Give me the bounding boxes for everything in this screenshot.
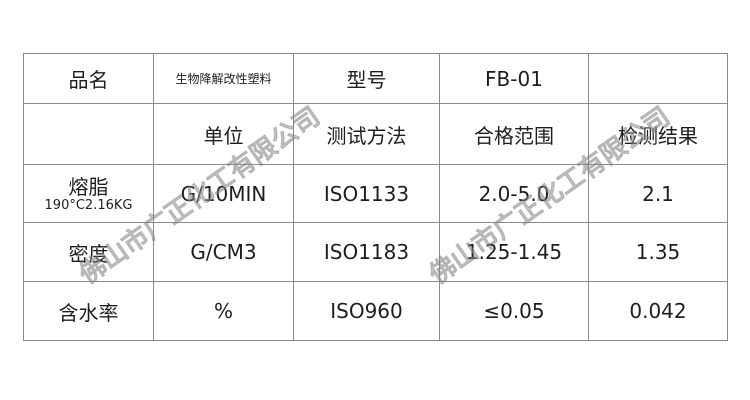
range-cell: 1.25-1.45 bbox=[439, 222, 589, 282]
range-cell: ≤0.05 bbox=[439, 281, 589, 341]
table-row: 密度 G/CM3 ISO1183 1.25-1.45 1.35 bbox=[23, 222, 728, 282]
model-label: 型号 bbox=[293, 53, 440, 104]
product-name-value: 生物降解改性塑料 bbox=[153, 53, 294, 104]
property-condition: 190°C2.16KG bbox=[44, 197, 133, 213]
method-cell: ISO960 bbox=[293, 281, 440, 341]
table-header-row: 单位 测试方法 合格范围 检测结果 bbox=[23, 103, 728, 165]
unit-cell: G/CM3 bbox=[153, 222, 294, 282]
unit-cell: G/10MIN bbox=[153, 164, 294, 223]
product-name-label: 品名 bbox=[23, 53, 154, 104]
property-cell: 熔脂 190°C2.16KG bbox=[23, 164, 154, 223]
spec-table: 品名 生物降解改性塑料 型号 FB-01 单位 测试方法 合格范围 检测结果 熔… bbox=[23, 53, 728, 341]
property-name: 熔脂 bbox=[68, 174, 109, 199]
header-cell: 合格范围 bbox=[439, 103, 589, 165]
header-cell: 单位 bbox=[153, 103, 294, 165]
table-row: 含水率 % ISO960 ≤0.05 0.042 bbox=[23, 281, 728, 341]
result-cell: 2.1 bbox=[588, 164, 728, 223]
header-cell bbox=[23, 103, 154, 165]
unit-cell: % bbox=[153, 281, 294, 341]
property-cell: 密度 bbox=[23, 222, 154, 282]
result-cell: 1.35 bbox=[588, 222, 728, 282]
table-row: 熔脂 190°C2.16KG G/10MIN ISO1133 2.0-5.0 2… bbox=[23, 164, 728, 223]
method-cell: ISO1133 bbox=[293, 164, 440, 223]
table-row: 品名 生物降解改性塑料 型号 FB-01 bbox=[23, 53, 728, 104]
method-cell: ISO1183 bbox=[293, 222, 440, 282]
property-cell: 含水率 bbox=[23, 281, 154, 341]
model-value: FB-01 bbox=[439, 53, 589, 104]
header-cell: 测试方法 bbox=[293, 103, 440, 165]
range-cell: 2.0-5.0 bbox=[439, 164, 589, 223]
result-cell: 0.042 bbox=[588, 281, 728, 341]
header-cell: 检测结果 bbox=[588, 103, 728, 165]
empty-cell bbox=[588, 53, 728, 104]
